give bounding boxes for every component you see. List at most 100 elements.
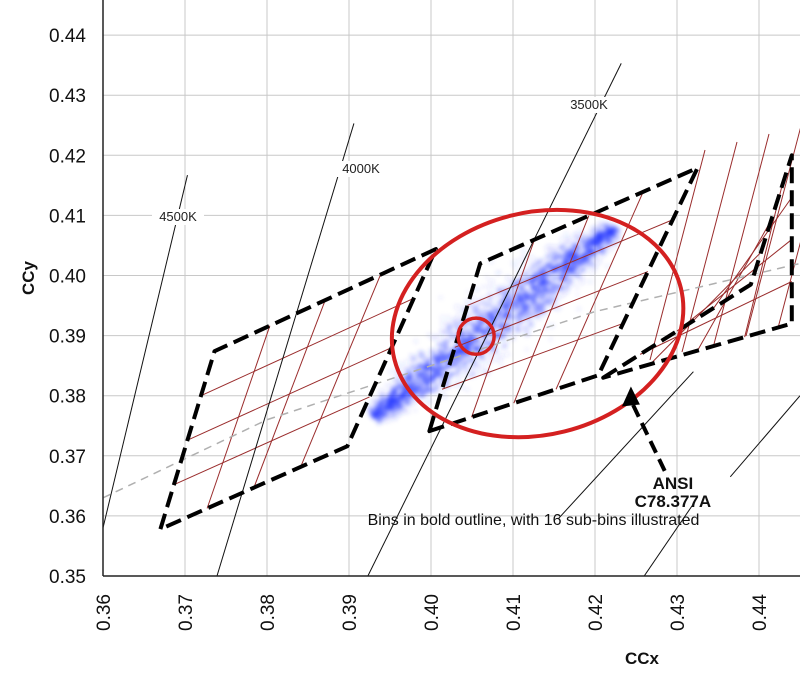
cct-line bbox=[103, 175, 188, 529]
scatter-point bbox=[488, 278, 495, 285]
scatter-point bbox=[464, 356, 468, 360]
scatter-point bbox=[614, 226, 620, 233]
scatter-point bbox=[463, 299, 468, 304]
scatter-point bbox=[487, 310, 492, 315]
scatter-point bbox=[544, 245, 551, 252]
y-tick-label: 0.42 bbox=[49, 146, 86, 167]
scatter-point bbox=[535, 260, 541, 266]
scatter-point bbox=[424, 357, 431, 364]
scatter-point bbox=[403, 397, 410, 404]
scatter-point bbox=[552, 276, 557, 281]
scatter-point bbox=[438, 295, 443, 300]
scatter-point bbox=[429, 348, 435, 354]
scatter-point bbox=[471, 323, 477, 329]
scatter-point bbox=[438, 342, 442, 347]
scatter-point bbox=[510, 260, 517, 266]
scatter-point bbox=[545, 264, 550, 268]
scatter-point bbox=[432, 333, 439, 340]
scatter-point bbox=[555, 261, 559, 266]
arrow-layer bbox=[621, 386, 667, 472]
scatter-point bbox=[518, 284, 525, 291]
scatter-point bbox=[587, 278, 594, 285]
scatter-point bbox=[567, 252, 572, 257]
scatter-point bbox=[599, 250, 605, 256]
scatter-point bbox=[510, 308, 515, 314]
scatter-point bbox=[439, 389, 445, 395]
scatter-point bbox=[595, 240, 600, 246]
cct-label: 4500K bbox=[159, 209, 197, 224]
ansi-bin-outline bbox=[601, 153, 794, 380]
scatter-point bbox=[572, 282, 576, 286]
ansi-bin-outline bbox=[427, 165, 700, 434]
scatter-point bbox=[387, 395, 392, 399]
scatter-point bbox=[505, 275, 511, 281]
y-tick-label: 0.41 bbox=[49, 206, 86, 227]
scatter-point bbox=[500, 290, 507, 297]
x-tick-label: 0.43 bbox=[668, 594, 689, 631]
scatter-point bbox=[560, 268, 565, 273]
scatter-point bbox=[572, 232, 579, 238]
x-tick-label: 0.38 bbox=[258, 594, 279, 631]
scatter-point bbox=[499, 353, 505, 359]
annotation-text: C78.377A bbox=[635, 492, 712, 511]
scatter-point bbox=[481, 308, 487, 315]
scatter-point bbox=[606, 238, 613, 244]
scatter-point bbox=[603, 243, 607, 247]
scatter-point bbox=[548, 297, 554, 304]
scatter-point bbox=[490, 316, 494, 320]
scatter-point bbox=[390, 388, 396, 393]
cct-line bbox=[643, 503, 694, 576]
scatter-point bbox=[378, 405, 383, 410]
scatter-point bbox=[533, 270, 537, 274]
scatter-point bbox=[466, 290, 470, 294]
ansi-bin-outline bbox=[158, 247, 438, 532]
planckian-locus bbox=[103, 262, 800, 499]
scatter-point bbox=[600, 220, 605, 225]
scatter-point bbox=[588, 239, 592, 243]
scatter-point bbox=[581, 232, 587, 238]
cct-line bbox=[557, 371, 694, 520]
cct-line bbox=[367, 63, 622, 576]
tolerance-ellipse bbox=[389, 207, 686, 440]
scatter-point bbox=[546, 253, 553, 260]
scatter-point bbox=[487, 284, 494, 291]
sub-bin-lines bbox=[173, 127, 800, 509]
scatter-point bbox=[372, 414, 378, 420]
scatter-point bbox=[568, 276, 573, 281]
scatter-point bbox=[382, 398, 388, 404]
cct-label-bg bbox=[152, 209, 204, 225]
scatter-point bbox=[372, 396, 379, 403]
x-tick-label: 0.39 bbox=[340, 594, 361, 631]
scatter-point bbox=[399, 405, 404, 410]
x-tick-label: 0.42 bbox=[586, 594, 607, 631]
scatter-point bbox=[610, 223, 614, 228]
scatter-point bbox=[459, 336, 464, 342]
scatter-point bbox=[560, 243, 567, 250]
scatter-point bbox=[390, 379, 394, 383]
ellipse-layer bbox=[389, 207, 686, 440]
scatter-point bbox=[441, 342, 448, 349]
scatter-point bbox=[425, 386, 430, 391]
x-tick-label: 0.37 bbox=[176, 594, 197, 631]
scatter-point bbox=[546, 274, 550, 278]
scatter-point bbox=[480, 328, 487, 334]
scatter-point bbox=[476, 321, 483, 328]
scatter-point bbox=[452, 318, 457, 324]
scatter-point bbox=[477, 368, 483, 373]
y-tick-label: 0.43 bbox=[49, 86, 86, 107]
scatter-point bbox=[440, 320, 446, 327]
scatter-point bbox=[378, 388, 384, 394]
scatter-point bbox=[595, 247, 599, 251]
scatter-point bbox=[448, 332, 455, 338]
scatter-point bbox=[541, 285, 548, 292]
y-axis-title: CCy bbox=[19, 260, 38, 295]
scatter-point bbox=[493, 294, 499, 299]
scatter-point bbox=[469, 341, 475, 347]
scatter-point bbox=[417, 377, 421, 381]
scatter-point bbox=[516, 258, 521, 263]
scatter-point bbox=[504, 304, 510, 310]
annotation-arrow-shaft bbox=[630, 401, 667, 472]
scatter-point bbox=[393, 377, 400, 384]
scatter-point bbox=[369, 407, 374, 412]
scatter-point bbox=[379, 413, 385, 419]
